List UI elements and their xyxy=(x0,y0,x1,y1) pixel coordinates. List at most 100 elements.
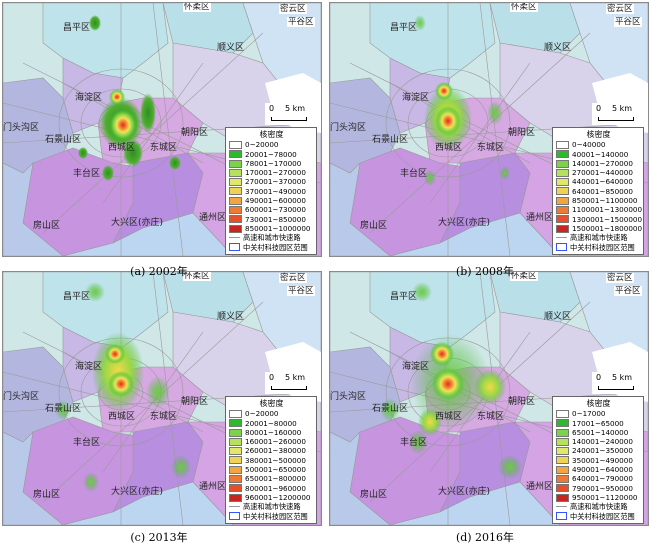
legend-class-label: 490001~600000 xyxy=(245,196,306,206)
density-legend: 核密度 0~20000 20001~78000 78001~170000 170001~… xyxy=(225,127,317,255)
legend-class-label: 65001~140000 xyxy=(572,427,629,437)
legend-entry: 0~40000 xyxy=(556,140,641,149)
district-label-haidian: 海淀区 xyxy=(402,362,430,372)
legend-class-label: 240001~350000 xyxy=(572,446,633,456)
legend-swatch xyxy=(556,447,569,456)
district-label-pinggu: 平谷区 xyxy=(287,17,315,27)
legend-swatch xyxy=(556,409,569,418)
legend-swatch xyxy=(229,484,242,493)
legend-entry: 260001~380000 xyxy=(229,446,314,455)
legend-entry: 800001~960000 xyxy=(229,484,314,493)
legend-swatch xyxy=(556,206,569,215)
district-label-pinggu: 平谷区 xyxy=(614,17,642,27)
density-hotspot xyxy=(55,400,71,420)
legend-swatch xyxy=(229,456,242,465)
legend-class-label: 650001~800000 xyxy=(245,474,306,484)
legend-class-label: 0~20000 xyxy=(245,140,279,150)
legend-swatch xyxy=(229,493,242,502)
legend-entry: 40001~140000 xyxy=(556,150,641,159)
density-hotspot xyxy=(435,82,453,100)
district-label-shijingshan: 石景山区 xyxy=(45,404,82,414)
legend-entry: 240001~350000 xyxy=(556,446,641,455)
legend-swatch xyxy=(229,178,242,187)
legend-entry: 20001~78000 xyxy=(229,150,314,159)
density-hotspot xyxy=(83,472,99,492)
district-label-daxing: 大兴区(亦庄) xyxy=(111,487,164,497)
legend-class-label: 640001~790000 xyxy=(572,474,633,484)
density-hotspot xyxy=(140,93,156,133)
legend-class-label: 960001~1200000 xyxy=(245,492,311,502)
district-label-changping: 昌平区 xyxy=(63,292,91,302)
legend-swatch xyxy=(556,159,569,168)
legend-entry-park: 中关村科技园区范围 xyxy=(556,512,641,521)
district-label-mentougou: 门头沟区 xyxy=(330,392,367,402)
district-label-xicheng: 西城区 xyxy=(435,143,463,153)
legend-class-label: 160001~260000 xyxy=(245,437,306,447)
legend-class-label: 0~17000 xyxy=(572,409,606,419)
legend-entry: 500001~650000 xyxy=(229,465,314,474)
legend-class-label: 640001~850000 xyxy=(572,186,633,196)
legend-swatch xyxy=(229,206,242,215)
legend-swatch xyxy=(556,484,569,493)
legend-entry: 65001~140000 xyxy=(556,428,641,437)
legend-class-label: 40001~140000 xyxy=(572,149,629,159)
scale-zero: 0 xyxy=(596,373,602,382)
legend-entry: 640001~850000 xyxy=(556,187,641,196)
legend-swatch xyxy=(556,419,569,428)
district-label-fengtai: 丰台区 xyxy=(400,169,428,179)
district-label-shunyi: 顺义区 xyxy=(217,43,245,53)
legend-swatch xyxy=(556,428,569,437)
legend-entry: 170001~270000 xyxy=(229,168,314,177)
legend-entry: 490001~600000 xyxy=(229,196,314,205)
legend-entry: 0~20000 xyxy=(229,140,314,149)
density-hotspot xyxy=(85,282,105,302)
district-label-fangshan: 房山区 xyxy=(360,221,388,231)
district-label-shijingshan: 石景山区 xyxy=(372,135,409,145)
density-hotspot xyxy=(414,15,426,31)
district-label-mentougou: 门头沟区 xyxy=(330,123,367,133)
legend-swatch xyxy=(556,456,569,465)
density-hotspot xyxy=(435,106,461,136)
legend-entry: 350001~490000 xyxy=(556,456,641,465)
district-label-shijingshan: 石景山区 xyxy=(372,404,409,414)
scale-zero: 0 xyxy=(269,104,275,113)
legend-entry: 730001~850000 xyxy=(229,215,314,224)
legend-swatch xyxy=(556,168,569,177)
legend-entry: 850001~1000000 xyxy=(229,224,314,233)
district-label-chaoyang: 朝阳区 xyxy=(181,128,209,138)
density-hotspot xyxy=(487,101,503,125)
legend-swatch xyxy=(556,178,569,187)
legend-class-label: 1300001~1500000 xyxy=(572,214,643,224)
district-label-fengtai: 丰台区 xyxy=(73,438,101,448)
legend-class-label: 850001~1100000 xyxy=(572,196,638,206)
legend-entry: 270001~370000 xyxy=(229,177,314,186)
density-hotspot xyxy=(498,455,522,479)
district-label-miyun: 密云区 xyxy=(606,4,634,14)
legend-class-label: 600001~730000 xyxy=(245,205,306,215)
legend-entry: 1100001~1300000 xyxy=(556,205,642,215)
district-label-haidian: 海淀区 xyxy=(402,93,430,103)
density-hotspot xyxy=(105,344,125,364)
legend-entry: 600001~730000 xyxy=(229,205,314,214)
legend-class-label: 800001~960000 xyxy=(245,483,306,493)
legend-class-label: 850001~1000000 xyxy=(245,223,311,233)
scale-bar: 0 5 km xyxy=(265,372,315,394)
legend-class-label: 380001~500000 xyxy=(245,455,306,465)
legend-entry: 0~17000 xyxy=(556,409,641,418)
district-label-haidian: 海淀区 xyxy=(75,362,103,372)
district-label-dongcheng: 东城区 xyxy=(150,412,178,422)
legend-swatch xyxy=(556,465,569,474)
legend-entry: 80001~160000 xyxy=(229,428,314,437)
density-hotspot xyxy=(474,369,506,405)
district-label-daxing: 大兴区(亦庄) xyxy=(438,487,491,497)
legend-swatch xyxy=(556,475,569,484)
density-legend: 核密度 0~40000 40001~140000 140001~270000 27000… xyxy=(552,127,644,255)
legend-swatch xyxy=(556,437,569,446)
district-label-miyun: 密云区 xyxy=(606,273,634,283)
district-label-dongcheng: 东城区 xyxy=(477,412,505,422)
legend-class-label: 490001~640000 xyxy=(572,465,633,475)
scale-zero: 0 xyxy=(269,373,275,382)
legend-swatch xyxy=(229,196,242,205)
density-hotspot xyxy=(408,430,428,454)
legend-road-label: 高速和城市快速路 xyxy=(570,502,628,512)
